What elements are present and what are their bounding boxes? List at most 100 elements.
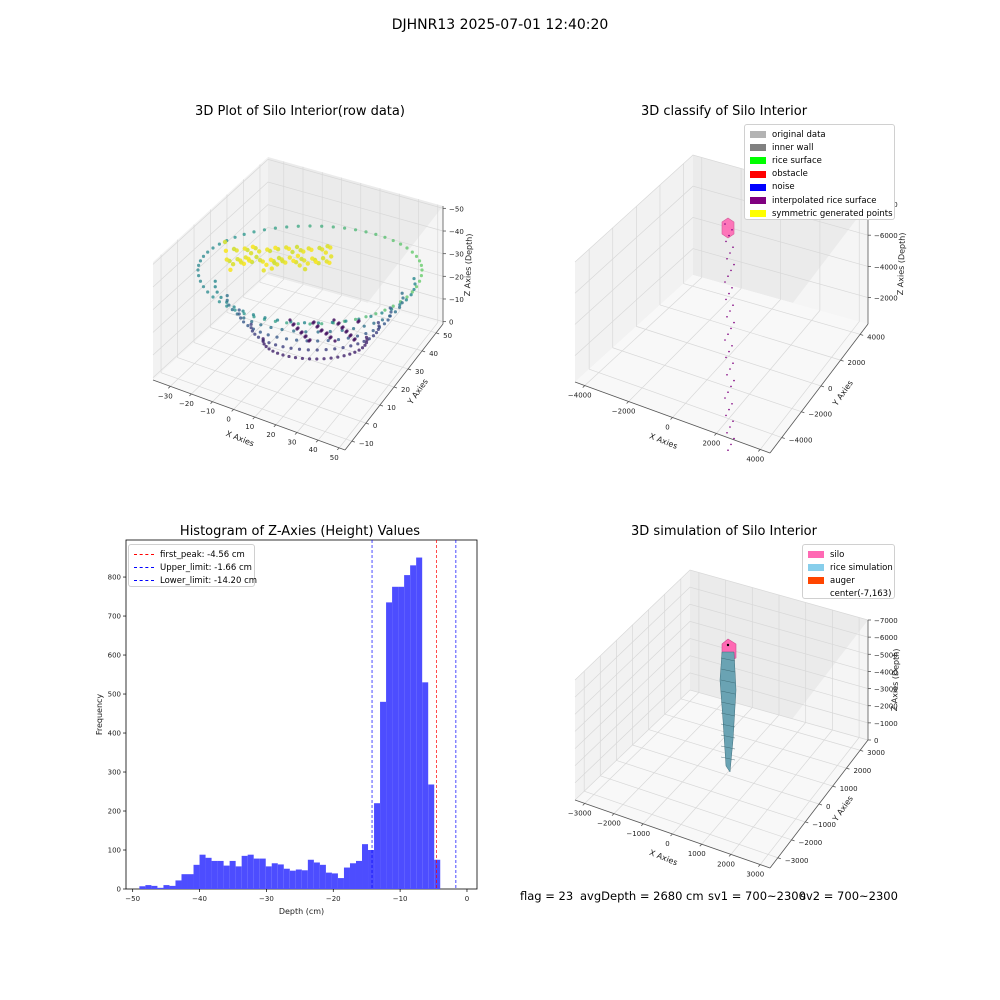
histogram-xtick-label: −10: [393, 895, 408, 903]
plot1-point: [333, 339, 337, 343]
histogram-bar: [343, 867, 350, 889]
plot1-xtick: 10: [245, 423, 254, 431]
plot1-point: [261, 268, 266, 273]
plot1-point: [329, 254, 334, 259]
plot1-point: [360, 346, 365, 350]
plot2-ytick: −4000: [789, 437, 813, 445]
plot1-point: [257, 249, 262, 254]
legend-label: center(-7,163): [830, 589, 892, 600]
plot1-point: [324, 348, 328, 352]
plot1-point: [380, 318, 385, 322]
plot1-point: [241, 309, 245, 313]
plot2-point: [726, 432, 728, 434]
plot1-point: [353, 350, 357, 354]
legend-swatch: [750, 157, 766, 165]
plot4-ztick: −5000: [874, 651, 898, 659]
histogram-bar: [337, 878, 344, 889]
plot4-title: 3D simulation of Silo Interior: [631, 524, 817, 539]
legend-entry: silo: [808, 548, 889, 561]
histogram-bars: [139, 557, 441, 889]
histogram-bar: [217, 860, 224, 889]
plot1-point: [299, 331, 303, 335]
plot1-point: [307, 339, 311, 343]
histogram-bar: [151, 885, 158, 889]
plot1-point: [324, 332, 328, 336]
histogram-bar: [205, 857, 212, 889]
plot1-point: [313, 259, 319, 264]
plot1-xlabel: X Axies: [225, 429, 256, 448]
plot1-point: [410, 290, 414, 294]
plot1-point: [382, 322, 387, 326]
histogram-ytick-label: 700: [108, 613, 121, 621]
plot1-point: [213, 279, 217, 283]
plot1-point: [417, 279, 422, 283]
plot4-ztick: −7000: [874, 617, 898, 625]
plot1-point: [341, 345, 345, 350]
legend-swatch: [750, 170, 766, 178]
histogram-ytick-label: 600: [108, 652, 121, 660]
plot1-point: [388, 314, 392, 318]
histogram-xtick-label: −20: [326, 895, 341, 903]
legend-entry: rice simulation: [808, 561, 893, 574]
legend-label: auger: [830, 575, 855, 586]
legend-label: inner wall: [772, 142, 814, 153]
plot2-title: 3D classify of Silo Interior: [640, 104, 808, 119]
plot1-point: [230, 262, 236, 267]
plot1-point: [377, 324, 381, 328]
histogram-bar: [157, 887, 164, 889]
plot4-xtick: 1000: [688, 850, 706, 858]
plot1-point: [320, 224, 324, 228]
plot1-point: [336, 355, 340, 359]
plot1-points: [196, 224, 424, 361]
plot1-point: [296, 322, 300, 326]
plot1-point: [383, 308, 387, 312]
plot1-point: [330, 320, 334, 325]
plot1-point: [215, 290, 219, 294]
plot1-point: [273, 226, 277, 230]
plot4-mesh-line: [720, 701, 736, 706]
plot1-point: [320, 322, 324, 326]
plot2-point: [733, 379, 735, 382]
plot1-point: [414, 254, 419, 259]
histogram-ytick-label: 500: [108, 691, 121, 699]
histogram-xtick-label: −30: [259, 895, 274, 903]
plot1-point: [306, 246, 311, 251]
plot1-xtick: 0: [226, 415, 230, 423]
plot1-point: [280, 327, 284, 332]
histogram-bar: [223, 865, 230, 889]
plot2-point: [724, 397, 726, 399]
plot2-point: [726, 316, 728, 318]
histogram-bar: [392, 586, 399, 889]
histogram-bar: [241, 855, 248, 889]
plot1-point: [211, 246, 215, 250]
plot1-point: [253, 332, 257, 336]
plot1-xtick: −10: [200, 408, 215, 416]
plot2-xtick: 4000: [746, 455, 764, 463]
plot1-point: [353, 317, 358, 321]
histogram-ylabel: Frequency: [95, 694, 104, 736]
plot1-point: [397, 305, 402, 309]
legend-swatch: [134, 567, 154, 569]
plot4-grid: [574, 569, 869, 865]
plot1-point: [325, 244, 330, 249]
plot2-point: [731, 345, 733, 347]
plot1-point: [328, 336, 332, 340]
plot4-ztick: −6000: [874, 634, 898, 642]
histogram-bar: [380, 701, 387, 889]
plot1-xtick: −20: [179, 400, 194, 408]
plot1-ytick: 50: [443, 332, 452, 340]
plot1-point: [371, 329, 375, 333]
plot2-ylabel: Y Axies: [830, 379, 855, 409]
plot1-point: [349, 344, 353, 348]
plot1-point: [246, 324, 250, 328]
plot2-xtick: −4000: [568, 392, 592, 400]
plot1-point: [305, 261, 310, 266]
plot1-point: [285, 321, 289, 325]
legend-label: obstacle: [772, 169, 808, 180]
plot1-point: [250, 320, 254, 324]
plot1-point: [275, 318, 280, 322]
plot1-point: [316, 321, 321, 325]
flag-text: flag = 23: [520, 889, 574, 903]
plot1-point: [287, 255, 292, 260]
plot1-point: [371, 334, 376, 338]
